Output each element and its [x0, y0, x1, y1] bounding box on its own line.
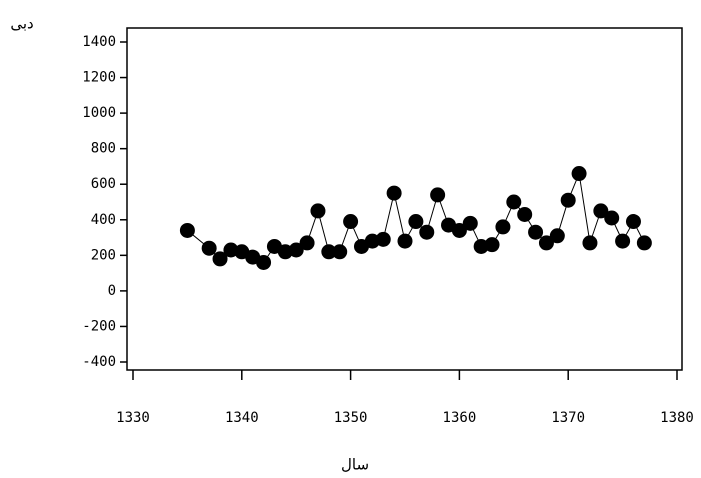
data-point	[288, 242, 304, 258]
data-point	[397, 233, 413, 249]
data-point	[310, 203, 326, 219]
data-point	[484, 237, 500, 253]
y-tick-label: 1200	[82, 70, 116, 86]
y-tick-label: 200	[91, 247, 116, 263]
data-point	[636, 235, 652, 251]
data-point	[408, 214, 424, 230]
data-point	[256, 254, 272, 270]
x-tick-label: 1340	[225, 410, 259, 426]
x-tick-label: 1350	[334, 410, 368, 426]
data-point	[560, 192, 576, 208]
x-tick-label: 1370	[551, 410, 585, 426]
data-point	[462, 215, 478, 231]
y-tick-label: 400	[91, 212, 116, 228]
y-tick-label: 1000	[82, 105, 116, 121]
data-point	[625, 214, 641, 230]
data-point	[538, 235, 554, 251]
x-tick-label: 1360	[443, 410, 477, 426]
y-tick-label: 800	[91, 141, 116, 157]
data-point	[495, 219, 511, 235]
x-axis-label: سال	[341, 456, 369, 474]
data-point	[332, 244, 348, 260]
data-point	[517, 206, 533, 222]
data-point	[375, 231, 391, 247]
data-point	[343, 214, 359, 230]
y-tick-label: 0	[108, 283, 116, 299]
y-axis-label: دبی	[10, 15, 33, 33]
x-tick-label: 1330	[116, 410, 150, 426]
data-point	[212, 251, 228, 267]
x-tick-label: 1380	[660, 410, 694, 426]
y-tick-label: -200	[82, 318, 116, 334]
data-point	[549, 228, 565, 244]
y-tick-label: 1400	[82, 34, 116, 50]
data-point	[571, 166, 587, 182]
data-point	[179, 222, 195, 238]
data-point	[604, 210, 620, 226]
data-point	[386, 185, 402, 201]
data-point	[593, 203, 609, 219]
data-point	[506, 194, 522, 210]
data-point	[201, 240, 217, 256]
data-point	[299, 235, 315, 251]
data-point	[419, 224, 435, 240]
data-point	[430, 187, 446, 203]
data-point	[321, 244, 337, 260]
plot-frame	[126, 27, 683, 371]
data-point	[451, 222, 467, 238]
data-point	[582, 235, 598, 251]
data-point	[615, 233, 631, 249]
data-point	[528, 224, 544, 240]
y-tick-label: -400	[82, 354, 116, 370]
y-tick-label: 600	[91, 176, 116, 192]
